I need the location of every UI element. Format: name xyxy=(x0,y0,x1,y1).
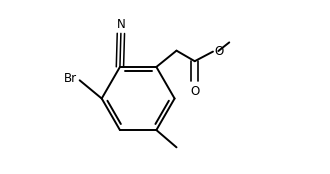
Text: O: O xyxy=(190,85,199,98)
Text: N: N xyxy=(116,18,125,30)
Text: Br: Br xyxy=(64,72,77,85)
Text: O: O xyxy=(215,45,224,58)
